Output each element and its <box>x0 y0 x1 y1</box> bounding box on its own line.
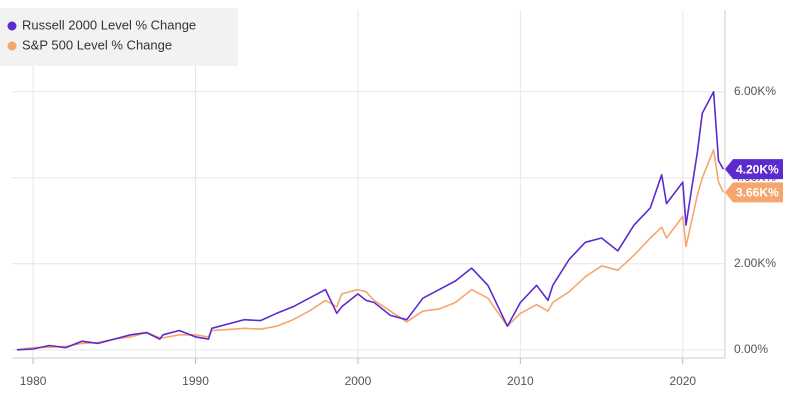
y-tick-label: 2.00K% <box>734 256 776 270</box>
legend-label: Russell 2000 Level % Change <box>22 17 196 32</box>
legend-marker <box>7 21 17 31</box>
end-value-flag: 3.66K% <box>725 182 783 203</box>
x-tick-label: 2020 <box>669 374 696 388</box>
y-tick-label: 0.00% <box>734 342 768 356</box>
y-tick-label: 6.00K% <box>734 84 776 98</box>
series-line <box>16 149 725 351</box>
end-value-marker <box>725 182 783 203</box>
x-tick-label: 1980 <box>20 374 47 388</box>
series-line <box>16 90 725 351</box>
legend-label: S&P 500 Level % Change <box>22 37 172 52</box>
x-tick-label: 2010 <box>507 374 534 388</box>
end-value-label: 4.20K% <box>736 162 779 176</box>
end-value-marker <box>725 159 783 180</box>
legend-marker <box>7 41 17 51</box>
x-tick-label: 2000 <box>345 374 372 388</box>
end-value-flag: 4.20K% <box>725 159 783 180</box>
legend-box <box>0 8 238 66</box>
end-value-label: 3.66K% <box>736 186 779 200</box>
x-tick-label: 1990 <box>182 374 209 388</box>
